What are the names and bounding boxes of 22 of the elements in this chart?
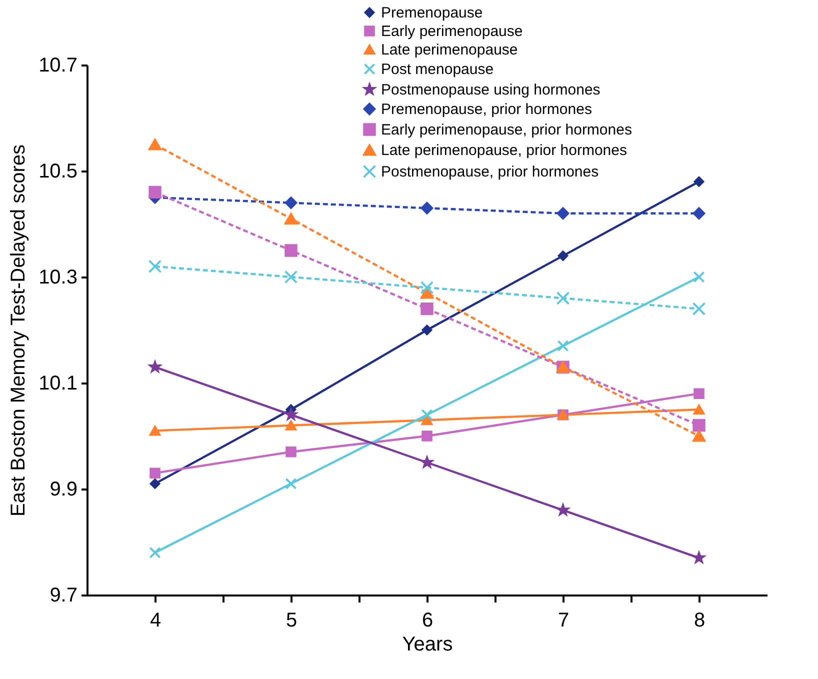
y-axis-title: East Boston Memory Test-Delayed scores — [8, 144, 30, 517]
x-tick-label: 6 — [422, 610, 434, 632]
legend-label: Late perimenopause, prior hormones — [381, 142, 627, 159]
x-tick-label: 7 — [558, 610, 570, 632]
y-tick-label: 10.1 — [38, 372, 78, 394]
y-tick-label: 10.7 — [38, 54, 78, 76]
y-tick-label: 9.9 — [50, 478, 78, 500]
x-axis-title: Years — [402, 634, 453, 656]
legend-label: Post menopause — [381, 61, 494, 78]
legend-label: Premenopause — [381, 4, 483, 22]
legend-label: Late perimenopause — [381, 42, 518, 58]
y-tick-label: 9.7 — [50, 584, 78, 606]
legend-label: Postmenopause, prior hormones — [381, 164, 599, 180]
legend-label: Postmenopause using hormones — [381, 82, 600, 98]
x-tick-label: 4 — [150, 610, 162, 632]
x-tick-label: 5 — [286, 610, 298, 632]
legend-label: Premenopause, prior hormones — [381, 101, 592, 118]
legend-label: Early perimenopause — [381, 23, 523, 40]
y-tick-label: 10.5 — [38, 160, 78, 182]
x-tick-label: 8 — [694, 610, 706, 632]
legend-label: Early perimenopause, prior hormones — [381, 122, 632, 138]
y-tick-label: 10.3 — [38, 266, 78, 288]
